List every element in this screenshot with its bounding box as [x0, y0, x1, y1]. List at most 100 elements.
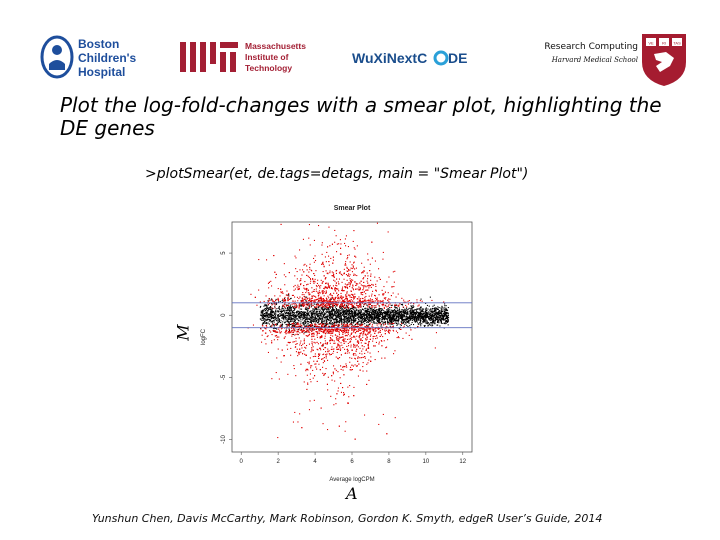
data-point — [339, 357, 341, 359]
data-point — [311, 342, 313, 344]
data-point — [325, 270, 327, 272]
data-point — [395, 296, 397, 298]
data-point — [359, 288, 361, 290]
data-point — [269, 311, 271, 313]
data-point — [405, 309, 407, 311]
data-point — [322, 261, 324, 263]
data-point — [293, 329, 295, 331]
data-point — [293, 321, 295, 323]
data-point — [370, 317, 372, 319]
data-point — [266, 306, 268, 308]
data-point — [331, 346, 333, 348]
data-point — [419, 322, 421, 324]
data-point — [333, 300, 335, 302]
data-point — [354, 281, 356, 283]
data-point — [265, 308, 267, 310]
data-point — [398, 304, 400, 306]
data-point — [347, 307, 349, 309]
data-point — [376, 312, 378, 314]
data-point — [372, 340, 374, 342]
data-point — [428, 311, 430, 313]
data-point — [274, 331, 276, 333]
data-point — [439, 316, 441, 318]
data-point — [342, 305, 344, 307]
data-point — [361, 357, 363, 359]
data-point — [415, 309, 417, 311]
data-point — [294, 316, 296, 318]
data-point — [267, 335, 269, 337]
data-point — [346, 258, 348, 260]
data-point — [421, 310, 423, 312]
data-point — [441, 315, 443, 317]
data-point — [414, 321, 416, 323]
data-point — [353, 306, 355, 308]
data-point — [293, 289, 295, 291]
data-point — [329, 342, 331, 344]
data-point — [410, 315, 412, 317]
data-point — [264, 322, 266, 324]
data-point — [299, 305, 301, 307]
data-point — [320, 337, 322, 339]
data-point — [412, 310, 414, 312]
data-point — [366, 330, 368, 332]
data-point — [332, 339, 334, 341]
data-point — [344, 352, 346, 354]
data-point — [284, 304, 286, 306]
data-point — [338, 278, 340, 280]
data-point — [321, 290, 323, 292]
data-point — [319, 298, 321, 300]
data-point — [286, 305, 288, 307]
data-point — [348, 282, 350, 284]
data-point — [337, 337, 339, 339]
data-point — [324, 347, 326, 349]
data-point — [382, 318, 384, 320]
data-point — [289, 298, 291, 300]
data-point — [328, 322, 330, 324]
data-point — [323, 331, 325, 333]
data-point — [322, 316, 324, 318]
data-point — [284, 298, 286, 300]
data-point — [368, 314, 370, 316]
data-point — [420, 325, 422, 327]
data-point — [355, 316, 357, 318]
data-point — [445, 307, 447, 309]
data-point — [410, 305, 412, 307]
data-point — [323, 315, 325, 317]
data-point — [382, 336, 384, 338]
data-point — [380, 310, 382, 312]
data-point — [398, 309, 400, 311]
data-point — [339, 239, 341, 241]
data-point — [351, 319, 353, 321]
data-point — [292, 311, 294, 313]
data-point — [362, 315, 364, 317]
data-point — [315, 321, 317, 323]
data-point — [346, 317, 348, 319]
data-point — [352, 279, 354, 281]
data-point — [304, 298, 306, 300]
data-point — [333, 309, 335, 311]
data-point — [374, 316, 376, 318]
data-point — [370, 356, 372, 358]
data-point — [310, 329, 312, 331]
data-point — [299, 313, 301, 315]
data-point — [293, 325, 295, 327]
data-point — [410, 311, 412, 313]
data-point — [351, 326, 353, 328]
data-point — [270, 313, 272, 315]
data-point — [408, 300, 410, 302]
data-point — [360, 324, 362, 326]
data-point — [392, 312, 394, 314]
data-point — [444, 322, 446, 324]
data-point — [339, 325, 341, 327]
data-point — [339, 336, 341, 338]
data-point — [276, 324, 278, 326]
data-point — [364, 352, 366, 354]
data-point — [380, 340, 382, 342]
data-point — [375, 306, 377, 308]
data-point — [325, 283, 327, 285]
data-point — [428, 318, 430, 320]
data-point — [273, 328, 275, 330]
data-point — [358, 300, 360, 302]
data-point — [358, 318, 360, 320]
data-point — [322, 331, 324, 333]
